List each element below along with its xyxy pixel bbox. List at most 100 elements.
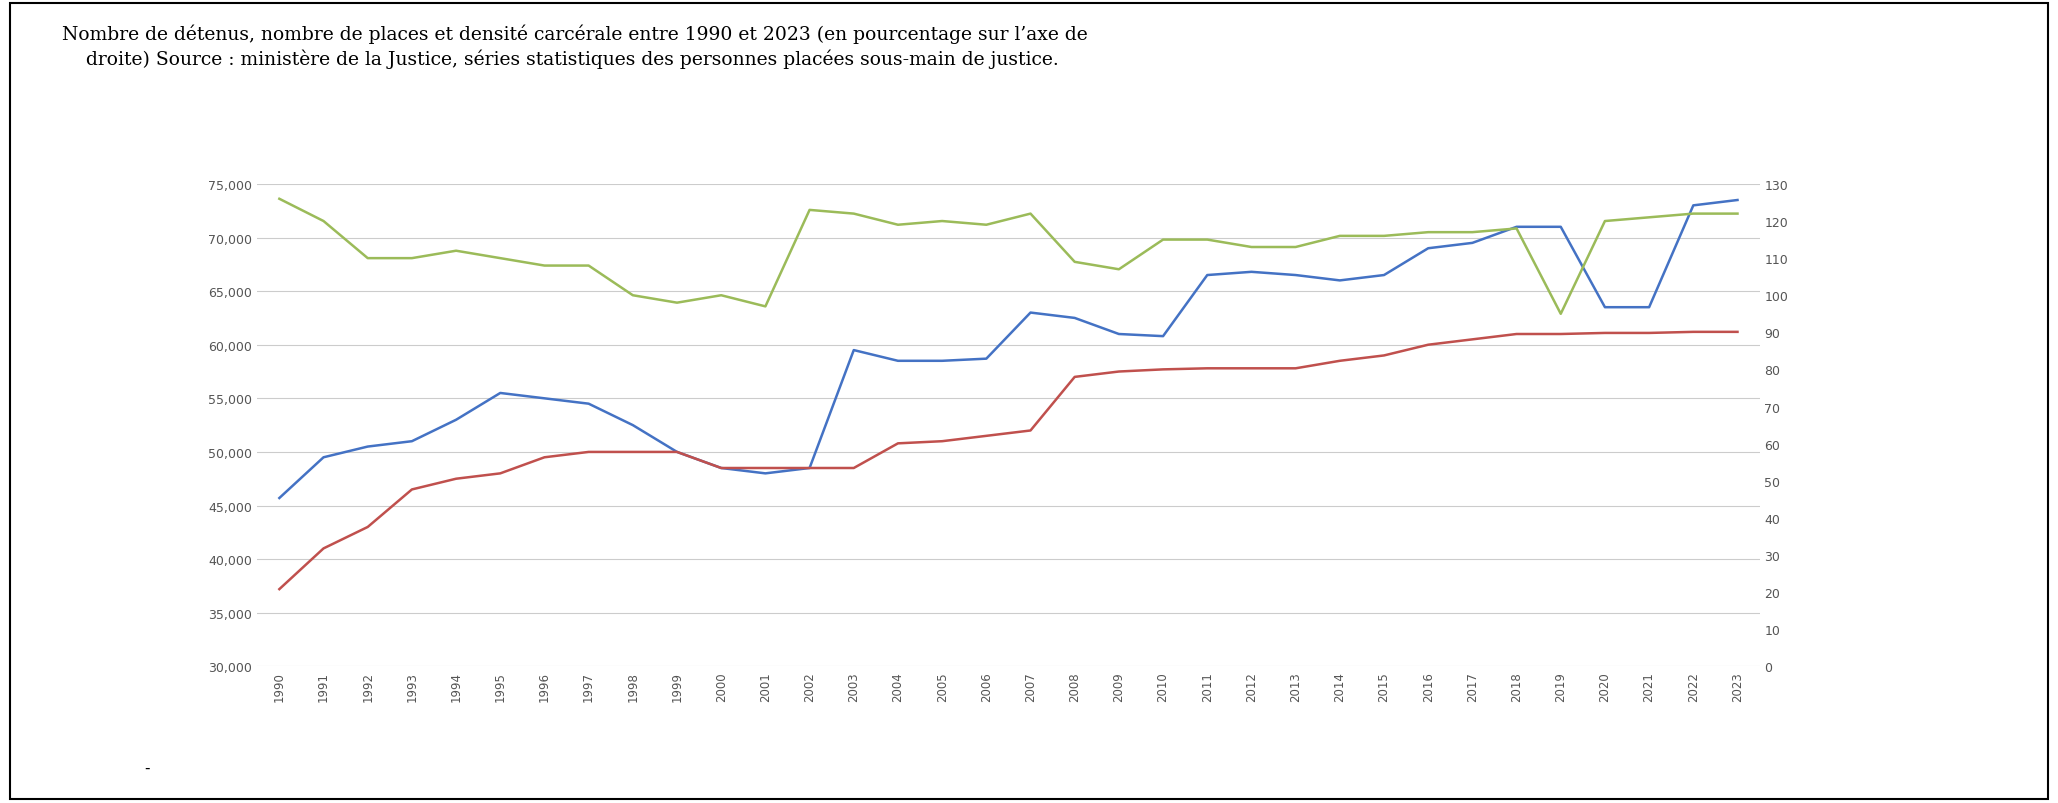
Densité carcérale (pour 100 places) (1416, 228, 1441, 238)
Densité carcérale (pour 100 places) (665, 299, 689, 308)
Personnes écrouées détenues (1593, 303, 1618, 312)
Personnes écrouées détenues (1327, 276, 1352, 286)
Capacité opérationnelle (665, 447, 689, 457)
Line: Personnes écrouées détenues: Personnes écrouées détenues (280, 201, 1737, 499)
Densité carcérale (pour 100 places) (1636, 214, 1661, 223)
Capacité opérationnelle (1150, 365, 1175, 375)
Capacité opérationnelle (1327, 357, 1352, 366)
Personnes écrouées détenues (885, 357, 910, 366)
Personnes écrouées détenues (1504, 222, 1529, 232)
Capacité opérationnelle (753, 463, 778, 473)
Densité carcérale (pour 100 places) (930, 217, 955, 226)
Capacité opérationnelle (268, 585, 292, 594)
Densité carcérale (pour 100 places) (1593, 217, 1618, 226)
Densité carcérale (pour 100 places) (268, 194, 292, 204)
Capacité opérationnelle (1373, 351, 1397, 361)
Densité carcérale (pour 100 places) (1327, 232, 1352, 242)
Personnes écrouées détenues (1239, 267, 1264, 277)
Personnes écrouées détenues (842, 346, 866, 356)
Densité carcérale (pour 100 places) (311, 217, 335, 226)
Densité carcérale (pour 100 places) (1725, 210, 1749, 219)
Capacité opérationnelle (1062, 373, 1087, 382)
Text: Nombre de détenus, nombre de places et densité carcérale entre 1990 et 2023 (en : Nombre de détenus, nombre de places et d… (62, 24, 1087, 69)
Personnes écrouées détenues (1636, 303, 1661, 312)
Densité carcérale (pour 100 places) (576, 262, 601, 271)
Personnes écrouées détenues (796, 463, 821, 473)
Personnes écrouées détenues (268, 494, 292, 503)
Capacité opérationnelle (445, 475, 469, 484)
Personnes écrouées détenues (1548, 222, 1572, 232)
Personnes écrouées détenues (1284, 271, 1309, 280)
Personnes écrouées détenues (973, 354, 998, 364)
Densité carcérale (pour 100 places) (1504, 224, 1529, 234)
Densité carcérale (pour 100 places) (708, 291, 733, 300)
Densité carcérale (pour 100 places) (1284, 243, 1309, 252)
Personnes écrouées détenues (753, 469, 778, 479)
Personnes écrouées détenues (488, 389, 512, 398)
Capacité opérationnelle (1636, 328, 1661, 338)
Personnes écrouées détenues (1062, 314, 1087, 324)
Capacité opérationnelle (930, 437, 955, 446)
Personnes écrouées détenues (311, 453, 335, 463)
Densité carcérale (pour 100 places) (1373, 232, 1397, 242)
Personnes écrouées détenues (1373, 271, 1397, 280)
Densité carcérale (pour 100 places) (399, 254, 424, 263)
Densité carcérale (pour 100 places) (1196, 235, 1220, 245)
Densité carcérale (pour 100 places) (1459, 228, 1484, 238)
Capacité opérationnelle (708, 463, 733, 473)
Capacité opérationnelle (1239, 364, 1264, 373)
Densité carcérale (pour 100 places) (1548, 310, 1572, 320)
Capacité opérationnelle (1504, 330, 1529, 340)
Densité carcérale (pour 100 places) (1062, 258, 1087, 267)
Densité carcérale (pour 100 places) (445, 247, 469, 256)
Capacité opérationnelle (1019, 426, 1043, 436)
Capacité opérationnelle (1459, 335, 1484, 344)
Densité carcérale (pour 100 places) (488, 254, 512, 263)
Personnes écrouées détenues (622, 421, 646, 430)
Personnes écrouées détenues (1681, 202, 1706, 211)
Capacité opérationnelle (1416, 340, 1441, 350)
Personnes écrouées détenues (576, 399, 601, 409)
Capacité opérationnelle (885, 439, 910, 449)
Personnes écrouées détenues (1019, 308, 1043, 318)
Personnes écrouées détenues (399, 437, 424, 446)
Personnes écrouées détenues (1725, 196, 1749, 206)
Personnes écrouées détenues (533, 394, 558, 404)
Capacité opérationnelle (1725, 328, 1749, 337)
Densité carcérale (pour 100 places) (1681, 210, 1706, 219)
Personnes écrouées détenues (1196, 271, 1220, 280)
Capacité opérationnelle (1548, 330, 1572, 340)
Capacité opérationnelle (796, 463, 821, 473)
Text: -: - (144, 760, 150, 775)
Personnes écrouées détenues (356, 442, 381, 452)
Capacité opérationnelle (622, 447, 646, 457)
Line: Densité carcérale (pour 100 places): Densité carcérale (pour 100 places) (280, 199, 1737, 315)
Capacité opérationnelle (356, 523, 381, 532)
Capacité opérationnelle (311, 544, 335, 553)
Densité carcérale (pour 100 places) (885, 221, 910, 230)
Densité carcérale (pour 100 places) (1239, 243, 1264, 252)
Densité carcérale (pour 100 places) (973, 221, 998, 230)
Densité carcérale (pour 100 places) (842, 210, 866, 219)
Personnes écrouées détenues (1107, 330, 1132, 340)
Capacité opérationnelle (576, 447, 601, 457)
Densité carcérale (pour 100 places) (533, 262, 558, 271)
Personnes écrouées détenues (1416, 244, 1441, 254)
Densité carcérale (pour 100 places) (356, 254, 381, 263)
Personnes écrouées détenues (708, 463, 733, 473)
Capacité opérationnelle (1107, 367, 1132, 377)
Line: Capacité opérationnelle: Capacité opérationnelle (280, 332, 1737, 589)
Capacité opérationnelle (1284, 364, 1309, 373)
Capacité opérationnelle (1196, 364, 1220, 373)
Densité carcérale (pour 100 places) (1107, 265, 1132, 275)
Densité carcérale (pour 100 places) (796, 206, 821, 215)
Personnes écrouées détenues (1459, 238, 1484, 248)
Capacité opérationnelle (399, 485, 424, 495)
Capacité opérationnelle (1593, 328, 1618, 338)
Personnes écrouées détenues (1150, 332, 1175, 341)
Capacité opérationnelle (1681, 328, 1706, 337)
Capacité opérationnelle (533, 453, 558, 463)
Densité carcérale (pour 100 places) (753, 302, 778, 312)
Capacité opérationnelle (488, 469, 512, 479)
Personnes écrouées détenues (665, 447, 689, 457)
